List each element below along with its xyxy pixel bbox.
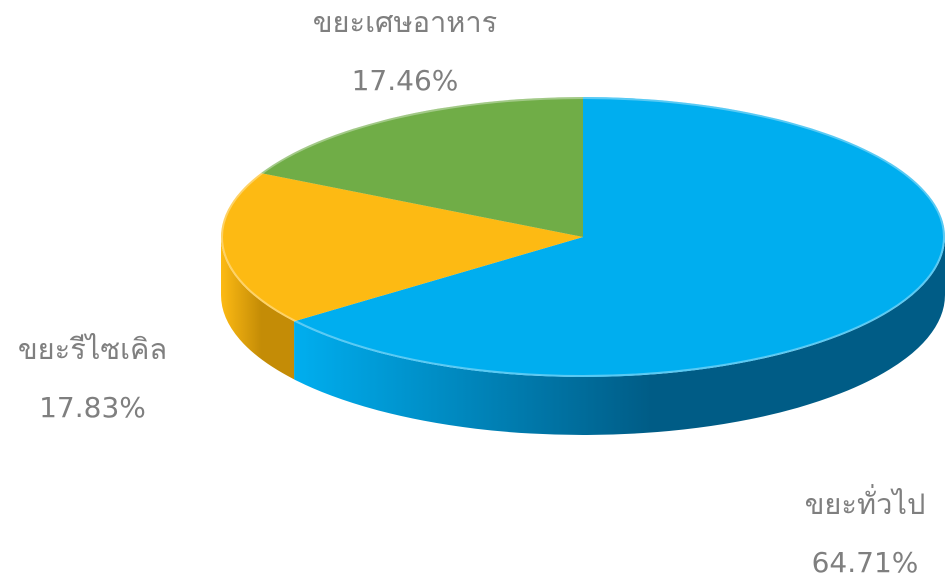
data-label-food-waste: ขยะเศษอาหาร 17.46% [300,8,510,95]
pie-slice [221,173,583,322]
data-label-category: ขยะรีไซเคิล [17,332,168,366]
pie-slice-side [221,237,295,380]
pie-slice-side [294,237,945,436]
data-label-percent: 17.46% [351,64,459,97]
data-label-category: ขยะทั่วไป [804,487,926,521]
pie-rim [221,97,945,377]
pie-slice [260,97,583,237]
pie-slice [294,97,945,377]
data-label-category: ขยะเศษอาหาร [312,5,498,39]
data-label-percent: 64.71% [811,546,919,579]
data-label-recycle-waste: ขยะรีไซเคิล 17.83% [0,335,185,422]
data-label-percent: 17.83% [39,391,146,424]
data-label-general-waste: ขยะทั่วไป 64.71% [790,490,940,577]
